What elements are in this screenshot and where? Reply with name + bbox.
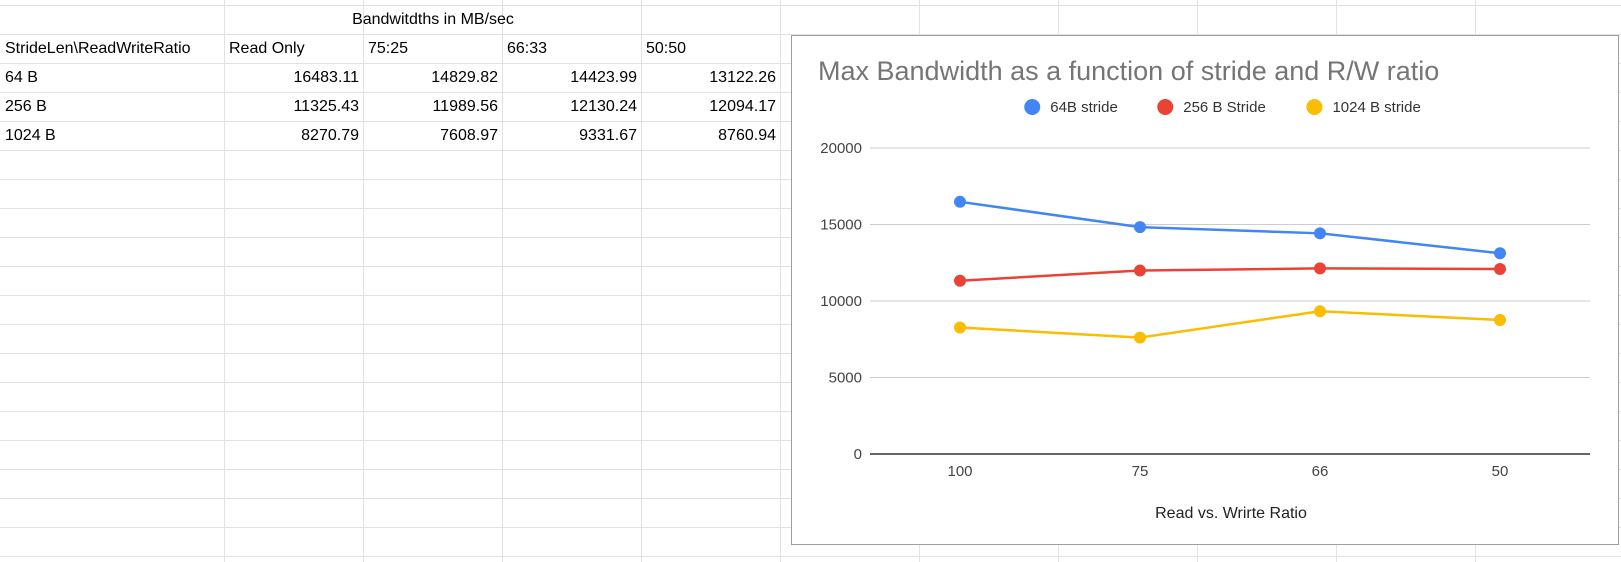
data-point: [954, 195, 966, 208]
column-header-stride-ratio[interactable]: StrideLen\ReadWriteRatio: [5, 40, 191, 57]
embedded-chart[interactable]: Max Bandwidth as a function of stride an…: [791, 35, 1619, 545]
legend-marker: [1024, 99, 1041, 115]
legend-label: 64B stride: [1050, 99, 1118, 116]
x-axis-label: Read vs. Wrirte Ratio: [1155, 505, 1307, 522]
legend-marker: [1306, 99, 1323, 115]
row-label-1024b[interactable]: 1024 B: [5, 127, 56, 144]
legend-label: 1024 B stride: [1332, 99, 1420, 116]
y-tick-label: 20000: [820, 140, 862, 157]
data-point: [1494, 247, 1506, 260]
cell-1024b-50-50[interactable]: 8760.94: [718, 127, 776, 144]
header-title-cell[interactable]: Bandwitdths in MB/sec: [352, 11, 514, 28]
cell-1024b-66-33[interactable]: 9331.67: [579, 127, 637, 144]
data-point: [1494, 313, 1506, 326]
series-line: [959, 200, 1501, 255]
y-tick-label: 0: [854, 446, 862, 463]
data-point: [954, 321, 966, 334]
cell-256b-read-only[interactable]: 11325.43: [293, 98, 359, 115]
column-header-66-33[interactable]: 66:33: [507, 40, 548, 57]
y-tick-label: 5000: [829, 370, 862, 387]
data-point: [954, 274, 966, 287]
y-tick-label: 15000: [820, 217, 862, 234]
cell-64b-75-25[interactable]: 14829.82: [431, 69, 498, 86]
series-line: [959, 309, 1501, 339]
legend-marker: [1157, 99, 1174, 115]
x-tick-label: 100: [947, 463, 972, 480]
chart-legend: 64B stride 256 B Stride 1024 B stride: [1024, 99, 1421, 116]
data-point: [1314, 305, 1326, 318]
data-point: [1134, 331, 1146, 344]
chart-gridlines: [870, 147, 1590, 455]
data-point: [1134, 221, 1146, 234]
cell-64b-50-50[interactable]: 13122.26: [709, 69, 776, 86]
cell-64b-66-33[interactable]: 14423.99: [570, 69, 637, 86]
column-header-75-25[interactable]: 75:25: [368, 40, 409, 57]
data-point: [1314, 227, 1326, 240]
data-point: [1134, 264, 1146, 277]
x-tick-label: 75: [1132, 463, 1149, 480]
line-chart: 64B stride 256 B Stride 1024 B stride 0500…: [820, 99, 1590, 522]
y-tick-label: 10000: [820, 293, 862, 310]
x-tick-label: 66: [1312, 463, 1329, 480]
x-tick-label: 50: [1492, 463, 1509, 480]
x-axis-ticks: 100 75 66 50: [947, 463, 1508, 480]
column-header-read-only[interactable]: Read Only: [229, 40, 305, 57]
series-line: [959, 267, 1501, 282]
cell-256b-50-50[interactable]: 12094.17: [709, 98, 776, 115]
cell-256b-75-25[interactable]: 11989.56: [432, 98, 498, 115]
row-label-64b[interactable]: 64 B: [5, 69, 38, 86]
cell-1024b-75-25[interactable]: 7608.97: [440, 127, 498, 144]
cell-256b-66-33[interactable]: 12130.24: [570, 98, 637, 115]
chart-series: [954, 195, 1506, 344]
cell-1024b-read-only[interactable]: 8270.79: [301, 127, 359, 144]
legend-label: 256 B Stride: [1183, 99, 1266, 116]
row-label-256b[interactable]: 256 B: [5, 98, 47, 115]
data-point: [1314, 262, 1326, 275]
data-point: [1494, 262, 1506, 275]
chart-title: Max Bandwidth as a function of stride an…: [818, 56, 1440, 86]
cell-64b-read-only[interactable]: 16483.11: [293, 69, 359, 86]
column-header-50-50[interactable]: 50:50: [646, 40, 687, 57]
y-axis-ticks: 0 5000 10000 15000 20000: [820, 140, 862, 463]
